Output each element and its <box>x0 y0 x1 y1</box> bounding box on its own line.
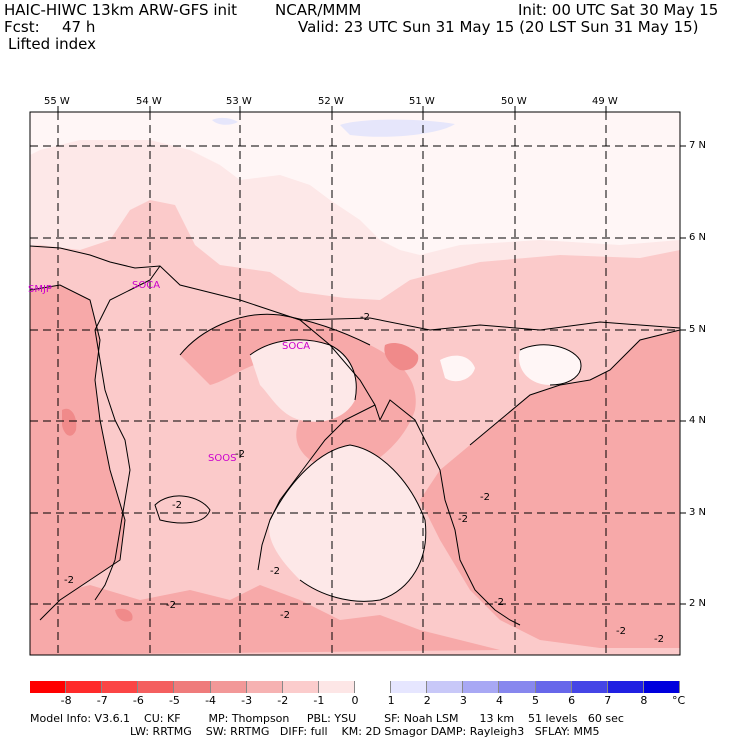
colorbar-tick-label: -2 <box>277 694 289 707</box>
model-info-line1: Model Info: V3.6.1 CU: KF MP: Thompson P… <box>30 712 624 725</box>
colorbar-cell <box>643 681 680 693</box>
model-info-line2: LW: RRTMG SW: RRTMG DIFF: full KM: 2D Sm… <box>130 725 600 738</box>
org-label: NCAR/MMM <box>275 1 362 19</box>
colorbar-cell <box>391 681 428 693</box>
fill-light-east2 <box>440 355 475 382</box>
model-title: HAIC-HIWC 13km ARW-GFS init <box>4 1 238 19</box>
fill-dark-east <box>420 330 680 648</box>
station-label: SOCA <box>132 280 161 291</box>
lat-label: 7 N <box>689 140 707 151</box>
contour-label: -2 <box>480 492 490 503</box>
colorbar-tick-label: 1 <box>387 694 395 707</box>
valid-time: Valid: 23 UTC Sun 31 May 15 (20 LST Sun … <box>298 18 699 36</box>
fill-white-north <box>30 112 680 255</box>
colorbar-tick-label: -3 <box>241 694 253 707</box>
colorbar-tick-label: 3 <box>459 694 467 707</box>
fill-darkest-3 <box>115 608 133 622</box>
colorbar-cell <box>246 681 283 693</box>
lon-label: 54 W <box>136 96 162 107</box>
colorbar-cell <box>571 681 608 693</box>
colorbar-tick-label: 6 <box>568 694 576 707</box>
fill-positive-small <box>212 117 238 125</box>
colorbar-tick-label: 8 <box>640 694 648 707</box>
fill-light-south <box>269 445 426 602</box>
colorbar-cell <box>138 681 175 693</box>
station-label: SOOS <box>208 453 237 464</box>
lon-label: 50 W <box>501 96 527 107</box>
fill-darkest-1 <box>384 343 419 371</box>
contour-label: -2 <box>280 610 290 621</box>
lon-label: 51 W <box>409 96 435 107</box>
contour-label: -2 <box>654 634 664 645</box>
colorbar-cell <box>318 681 355 693</box>
lat-label: 6 N <box>689 232 707 243</box>
colorbar-cell <box>282 681 319 693</box>
colorbar-tick-label: -5 <box>168 694 180 707</box>
colorbar-tick-label: 4 <box>495 694 503 707</box>
lon-label: 53 W <box>226 96 252 107</box>
fill-light-east1 <box>519 344 581 385</box>
fill-dark-central <box>180 314 416 470</box>
colorbar-cell <box>427 681 464 693</box>
colorbar-cell <box>174 681 211 693</box>
contour-label: -2 <box>494 597 504 608</box>
lat-label: 3 N <box>689 507 707 518</box>
map-frame <box>29 111 681 656</box>
colorbar-cell <box>210 681 247 693</box>
coastline <box>30 245 521 626</box>
colorbar-tick-label: 7 <box>604 694 612 707</box>
init-time: Init: 00 UTC Sat 30 May 15 <box>518 1 719 19</box>
colorbar-cell <box>66 681 103 693</box>
lat-label: 4 N <box>689 415 707 426</box>
contour-label: -2 <box>360 312 370 323</box>
colorbar-tick-label: -8 <box>60 694 72 707</box>
lon-label: 49 W <box>592 96 618 107</box>
graticule <box>30 112 680 655</box>
fill-dark-west <box>30 285 125 625</box>
colorbar-tick-label: -1 <box>313 694 325 707</box>
lon-label: 55 W <box>44 96 70 107</box>
station-label: SMJP <box>28 284 52 295</box>
field-name: Lifted index <box>8 35 96 53</box>
station-label: SOCA <box>282 341 311 352</box>
colorbar-tick-label: -6 <box>132 694 144 707</box>
shaded-field <box>30 112 680 655</box>
fill-light-soca <box>250 339 357 422</box>
forecast-hour: 47 h <box>62 18 96 36</box>
colorbar-tick-label: 2 <box>423 694 431 707</box>
colorbar-tick-label: -4 <box>205 694 217 707</box>
contour-label: -2 <box>235 449 245 460</box>
ticks <box>57 106 686 605</box>
colorbar-unit: °C <box>672 694 686 707</box>
contour-label: -2 <box>616 626 626 637</box>
colorbar-tick-label: -7 <box>96 694 108 707</box>
colorbar-cell <box>535 681 572 693</box>
colorbar-cell <box>463 681 500 693</box>
lat-label: 5 N <box>689 324 707 335</box>
colorbar-cell <box>499 681 536 693</box>
contour-label: -2 <box>172 500 182 511</box>
contour-label: -2 <box>166 600 176 611</box>
contour-label: -2 <box>458 514 468 525</box>
colorbar-cell <box>30 681 67 693</box>
colorbar-cell <box>607 681 644 693</box>
fill-dark-south <box>30 585 500 655</box>
fill-positive <box>340 119 455 137</box>
colorbar-cell <box>102 681 139 693</box>
contour-label: -2 <box>270 566 280 577</box>
contour-label: -2 <box>64 575 74 586</box>
lon-label: 52 W <box>318 96 344 107</box>
lat-label: 2 N <box>689 598 707 609</box>
colorbar-cell <box>355 681 392 693</box>
colorbar-tick-label: 5 <box>532 694 540 707</box>
fill-darkest-2 <box>62 408 77 436</box>
forecast-label: Fcst: <box>4 18 40 36</box>
colorbar-tick-label: 0 <box>351 694 359 707</box>
